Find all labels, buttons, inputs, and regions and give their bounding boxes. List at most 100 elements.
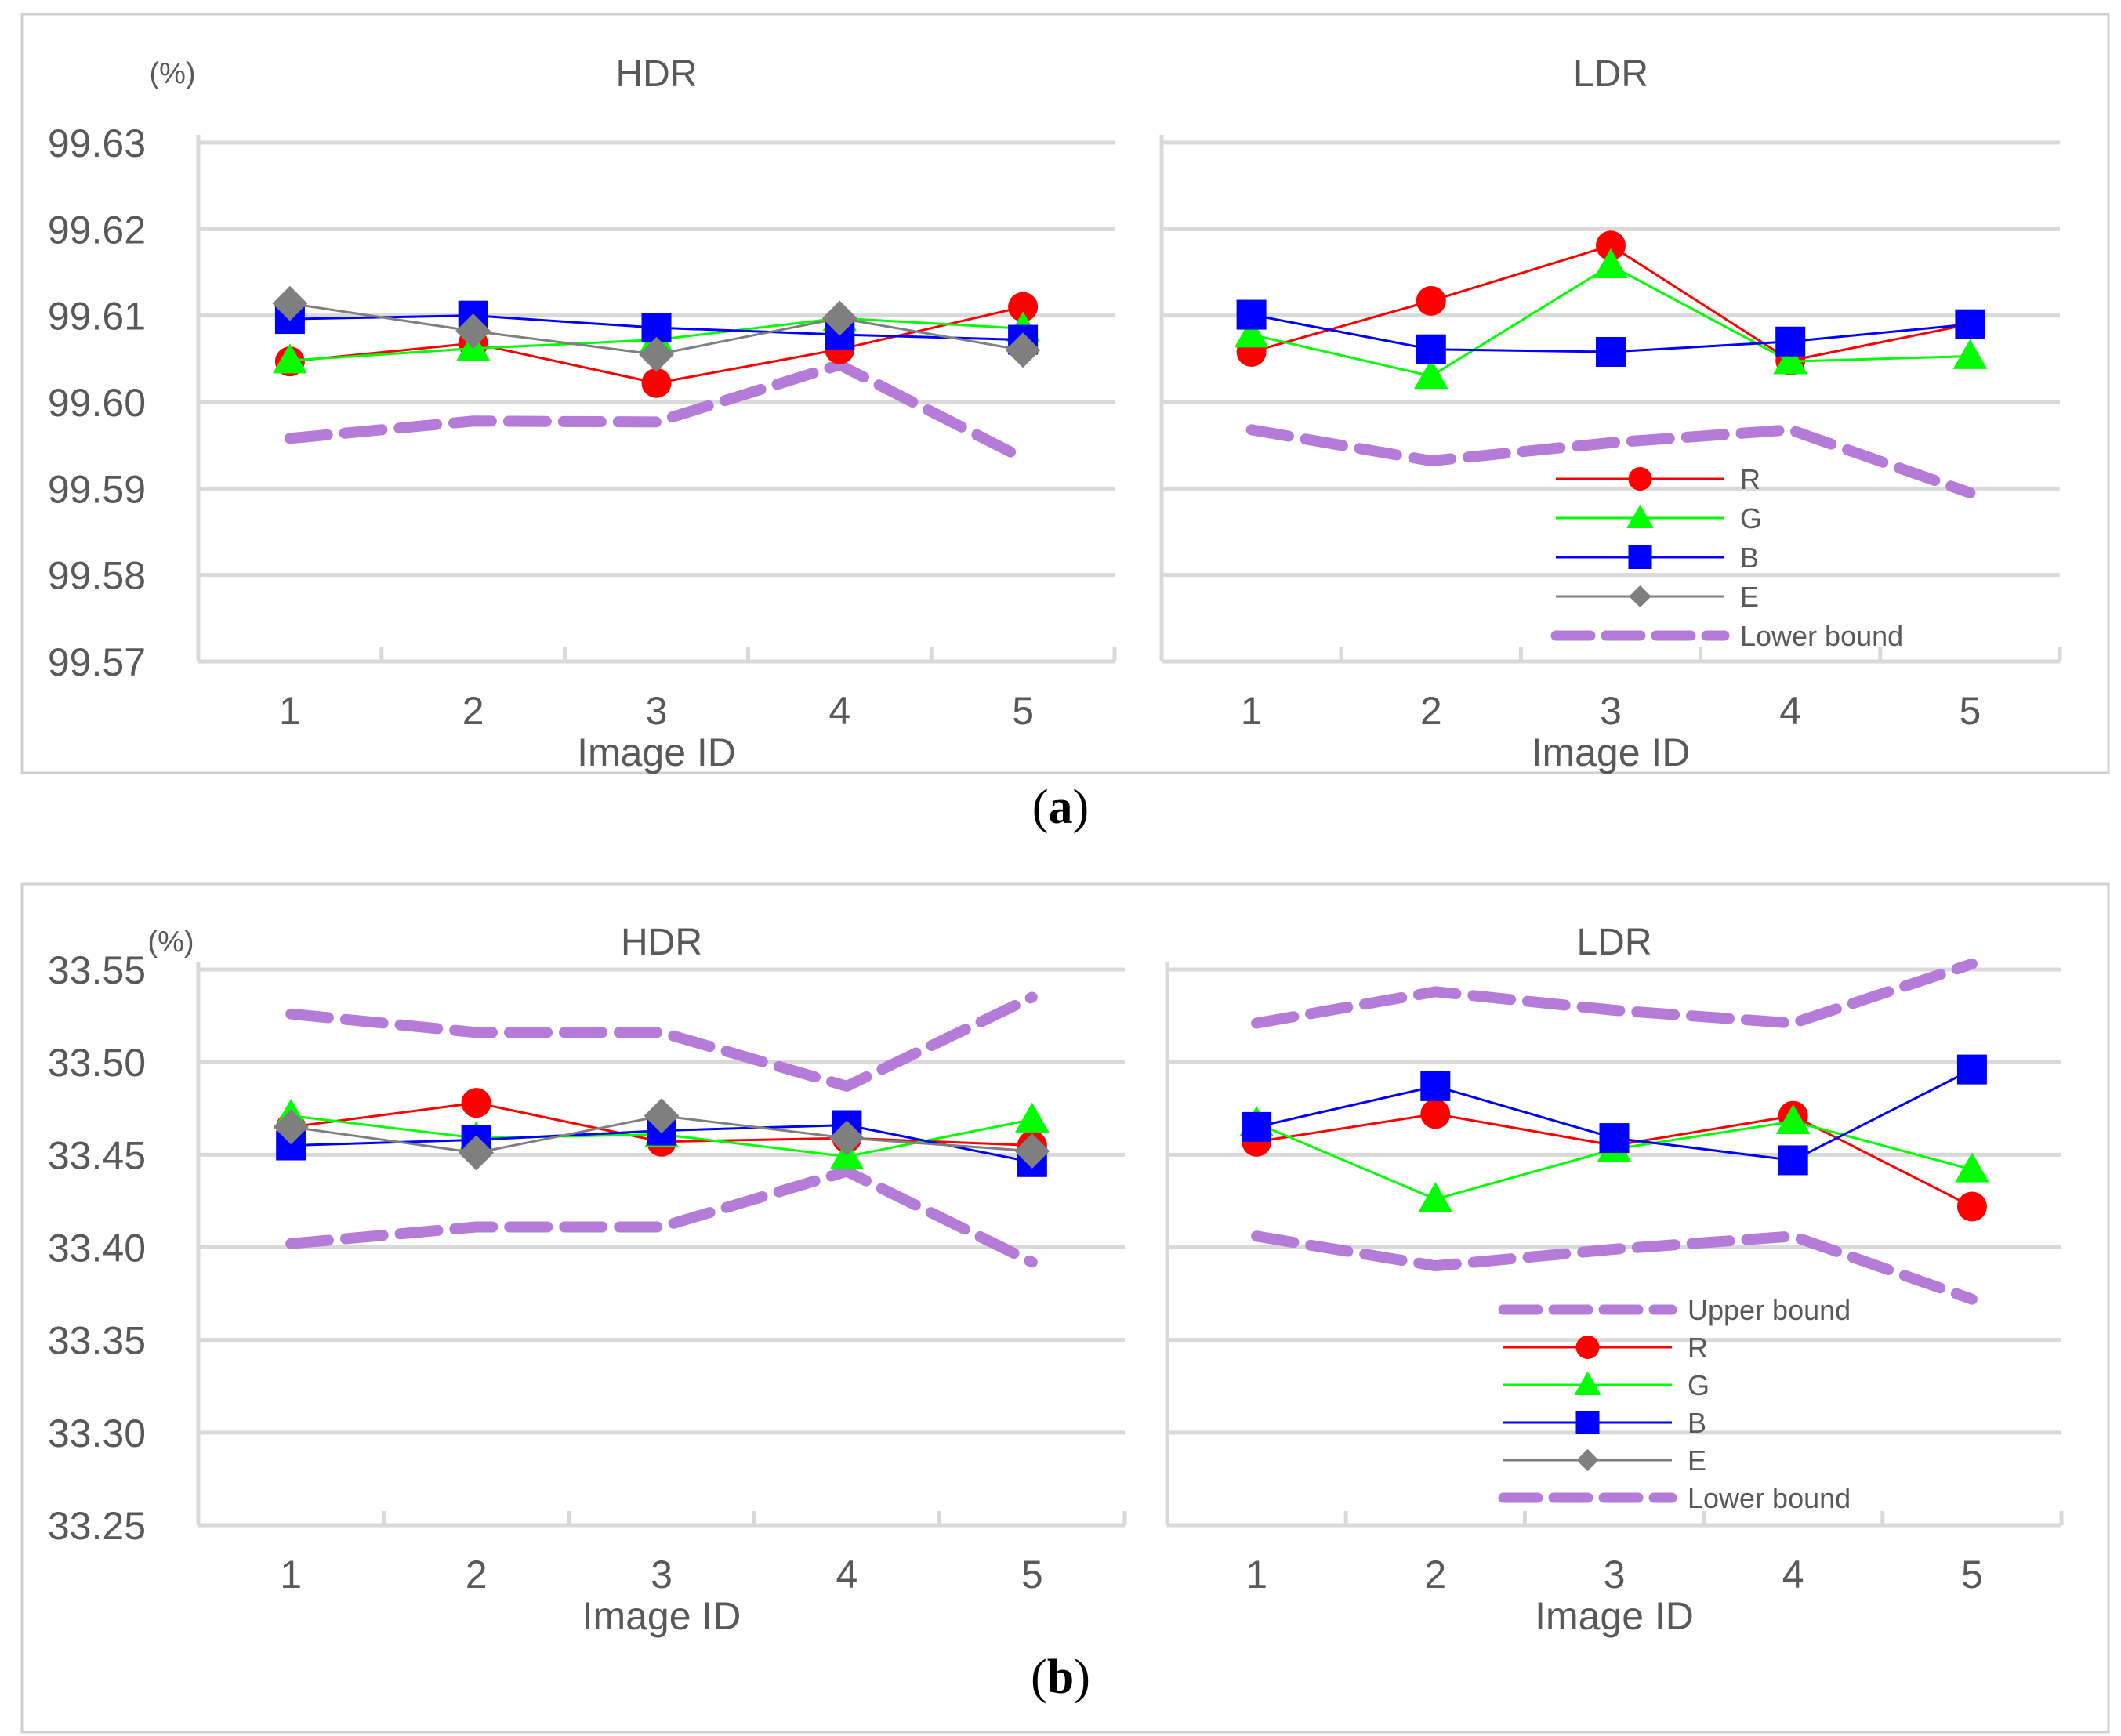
legend-triangle-marker: [1626, 504, 1654, 528]
data-point-diamond-marker: [1005, 332, 1041, 368]
data-point-square-marker: [1775, 326, 1806, 357]
caption-paren: (: [1032, 781, 1049, 834]
x-tick-label: 2: [462, 689, 484, 733]
data-point-diamond-marker: [828, 1120, 865, 1156]
series-lower-bound: [284, 359, 1029, 464]
legend-label: E: [1740, 581, 1759, 613]
series-g: [1234, 248, 1988, 390]
data-point-diamond-marker: [272, 285, 308, 321]
data-point-triangle-marker: [1773, 344, 1808, 375]
data-point-circle-marker: [641, 368, 672, 398]
data-point-diamond-marker: [821, 300, 857, 336]
data-point-diamond-marker: [644, 1098, 680, 1134]
legend-label: R: [1688, 1332, 1708, 1364]
series-lower-bound: [1251, 1230, 1978, 1305]
data-point-triangle-marker: [1593, 248, 1628, 279]
data-point-square-marker: [1420, 1071, 1451, 1101]
legend-label: B: [1740, 542, 1759, 574]
caption-paren: ): [1073, 781, 1090, 834]
y-tick-label: 33.45: [48, 1133, 146, 1177]
legend-item-b: B: [1503, 1407, 1706, 1439]
x-tick-label: 4: [1782, 1553, 1804, 1596]
data-point-circle-marker: [1596, 230, 1626, 261]
x-tick-label: 5: [1961, 1553, 1983, 1596]
y-tick-label: 99.62: [48, 208, 146, 252]
series-e: [272, 285, 1041, 372]
data-point-triangle-marker: [1955, 1152, 1989, 1183]
x-tick-label: 2: [1424, 1553, 1446, 1596]
series-line: [285, 991, 1038, 1092]
series-upper-bound: [1251, 958, 1978, 1029]
legend-label: Upper bound: [1688, 1294, 1851, 1326]
x-axis-label: Image ID: [577, 730, 736, 774]
legend-circle-marker: [1575, 1336, 1600, 1359]
x-axis-label: Image ID: [582, 1594, 741, 1638]
x-tick-label: 1: [1245, 1553, 1267, 1596]
chart-figure-2: 33.25 33.30 33.35 33.40 33.45 33.50 33.55(%) 1 2…: [20, 882, 2110, 1734]
series-line: [1251, 1230, 1978, 1305]
data-point-triangle-marker: [1234, 317, 1269, 348]
x-tick-label: 3: [651, 1553, 673, 1596]
caption-letter: a: [1049, 781, 1073, 834]
chart-panel-hdr: 1 2 3 4 5 Image ID HDR: [196, 53, 1117, 774]
legend-label: Lower bound: [1740, 620, 1903, 652]
y-tick-label: 33.50: [48, 1041, 146, 1085]
series-line: [284, 359, 1029, 464]
data-point-square-marker: [1242, 1111, 1272, 1142]
chart-frame: [20, 13, 2110, 774]
data-point-circle-marker: [1956, 1191, 1987, 1222]
data-point-triangle-marker: [1952, 339, 1988, 369]
figure-caption: (a): [1032, 781, 1089, 834]
legend-item-r: R: [1503, 1332, 1708, 1364]
legend-diamond-marker: [1576, 1448, 1599, 1472]
series-line: [1245, 424, 1976, 498]
x-tick-label: 1: [280, 1553, 302, 1596]
series-b: [1236, 299, 1985, 368]
caption-paren: ): [1074, 1651, 1090, 1704]
data-point-square-marker: [1236, 299, 1267, 330]
legend-label: E: [1688, 1444, 1706, 1477]
legend-label: R: [1740, 463, 1760, 495]
data-point-circle-marker: [461, 1088, 491, 1118]
series-b: [1242, 1054, 1987, 1176]
y-tick-label: 99.57: [48, 640, 146, 684]
y-tick-label: 33.40: [48, 1227, 146, 1270]
y-unit-label: (%): [149, 57, 195, 90]
series-line: [1251, 958, 1978, 1029]
series-line: [285, 1165, 1038, 1268]
x-tick-label: 4: [836, 1553, 857, 1596]
data-point-circle-marker: [1420, 1099, 1451, 1129]
data-point-square-marker: [1778, 1145, 1808, 1176]
series-e: [273, 1098, 1050, 1171]
data-point-triangle-marker: [1418, 1182, 1453, 1212]
data-point-triangle-marker: [273, 343, 307, 374]
legend-label: G: [1688, 1369, 1709, 1401]
data-point-triangle-marker: [1775, 1104, 1811, 1135]
legend-label: Lower bound: [1688, 1482, 1851, 1514]
legend-item-r: R: [1556, 463, 1760, 495]
data-point-triangle-marker: [1413, 359, 1448, 390]
x-tick-label: 5: [1959, 689, 1981, 733]
legend-item-e: E: [1503, 1444, 1706, 1477]
legend-item-g: G: [1503, 1369, 1709, 1401]
panel-title: LDR: [1576, 922, 1651, 963]
y-tick-label: 99.63: [48, 121, 146, 165]
data-point-diamond-marker: [459, 1135, 495, 1171]
legend-item-e: E: [1556, 581, 1759, 613]
legend-square-marker: [1628, 545, 1652, 569]
chart-figure-1: 99.57 99.58 99.59 99.60 99.61 99.62 99.63(%) 1 2…: [20, 13, 2110, 774]
data-point-diamond-marker: [639, 336, 674, 372]
data-point-square-marker: [1416, 334, 1446, 364]
caption-paren: (: [1031, 1651, 1047, 1704]
x-tick-label: 4: [1779, 689, 1801, 733]
caption-letter: b: [1047, 1651, 1074, 1704]
series-lower-bound: [1245, 424, 1976, 498]
legend-circle-marker: [1628, 467, 1652, 491]
legend-item-lower-bound: Lower bound: [1498, 1482, 1851, 1514]
legend-item-lower-bound: Lower bound: [1550, 620, 1903, 652]
y-unit-label: (%): [147, 926, 194, 959]
x-axis-label: Image ID: [1535, 1594, 1694, 1638]
